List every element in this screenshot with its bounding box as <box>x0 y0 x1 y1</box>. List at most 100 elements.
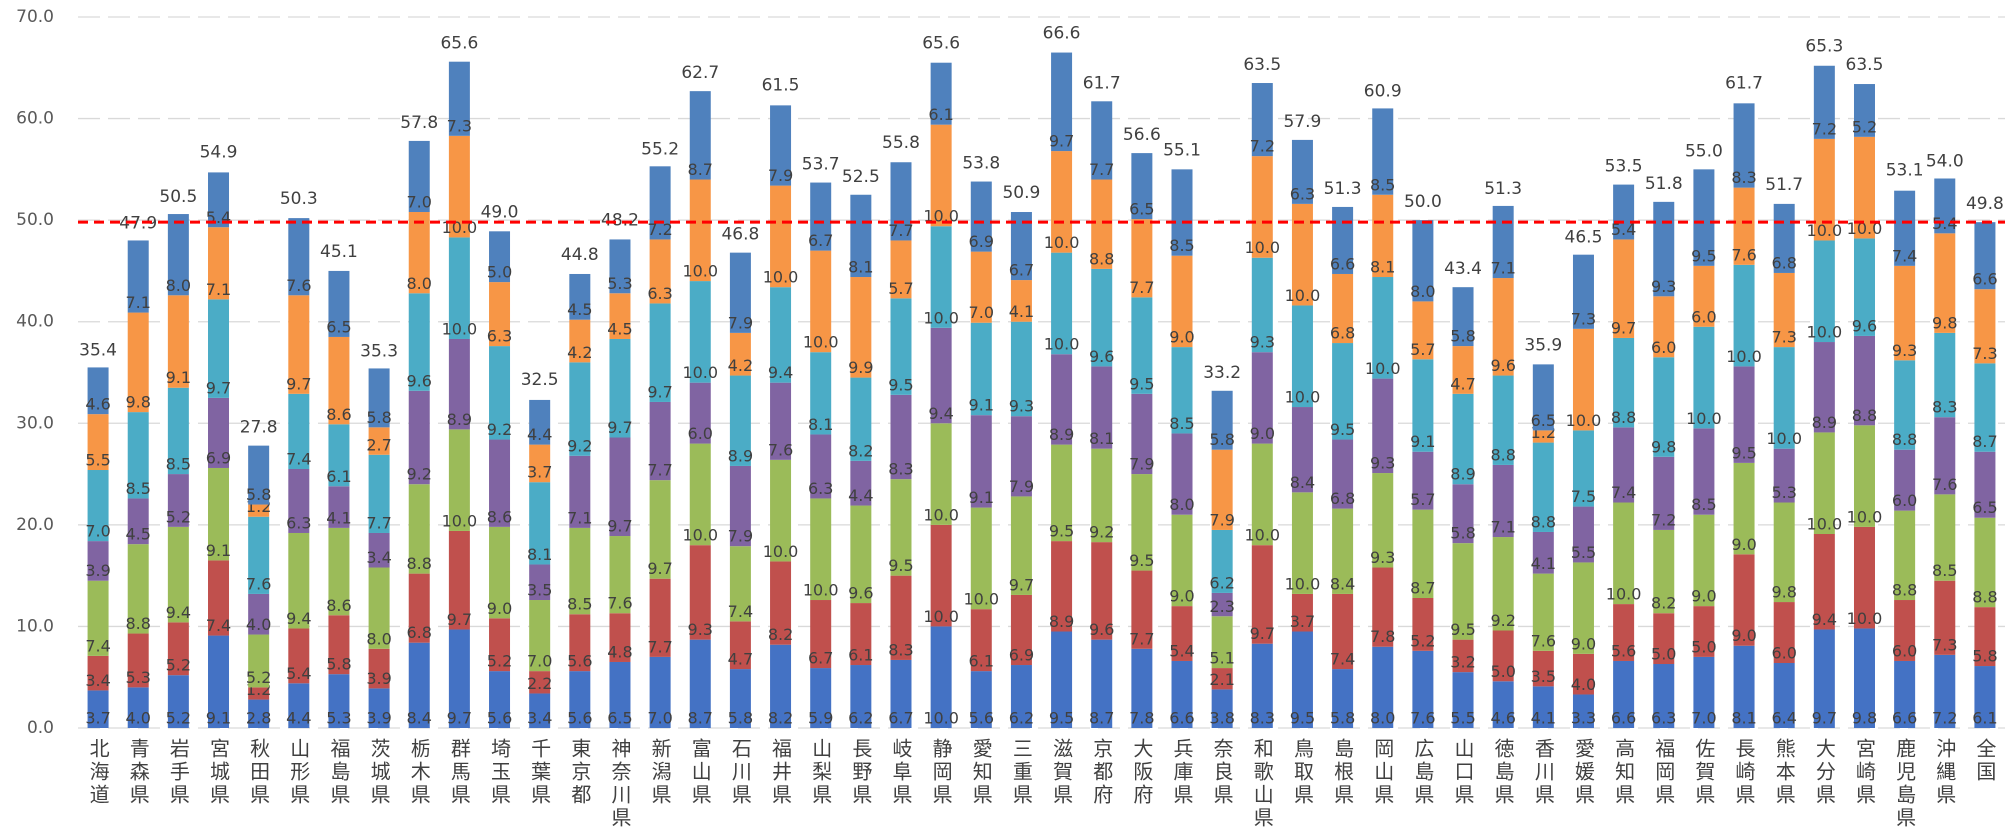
segment-label: 6.0 <box>1691 307 1716 326</box>
bar-segment <box>127 240 149 313</box>
bar-segment <box>1051 444 1073 542</box>
segment-label: 9.3 <box>1892 341 1917 360</box>
segment-label: 9.5 <box>888 556 913 575</box>
segment-label: 4.5 <box>607 319 632 338</box>
bar-segment <box>1452 287 1474 347</box>
bar-segment <box>288 468 310 533</box>
bar-segment <box>408 642 430 728</box>
segment-label: 6.2 <box>1209 573 1234 592</box>
segment-label: 6.3 <box>808 479 833 498</box>
bar-segment <box>1813 240 1835 343</box>
bar-segment <box>569 273 591 320</box>
bar-segment <box>689 443 711 546</box>
y-tick-label: 20.0 <box>16 515 54 535</box>
bar-segment <box>729 332 751 376</box>
bar-segment <box>1091 179 1113 269</box>
segment-label: 10.0 <box>763 268 799 287</box>
bar-segment <box>1853 136 1875 239</box>
segment-label: 9.6 <box>407 371 432 390</box>
bar-segment <box>489 346 511 440</box>
bar-segment <box>1693 265 1715 327</box>
segment-label: 9.8 <box>125 393 150 412</box>
segment-label: 7.0 <box>527 652 552 671</box>
bar-segment <box>1853 526 1875 629</box>
segment-label: 8.6 <box>487 507 512 526</box>
segment-label: 10.0 <box>1606 585 1642 604</box>
segment-label: 9.0 <box>1250 424 1275 443</box>
segment-label: 5.0 <box>487 263 512 282</box>
bar-segment <box>1291 203 1313 306</box>
bar-segment <box>1010 280 1032 322</box>
bar-segment <box>1813 629 1835 728</box>
segment-label: 7.3 <box>447 116 472 135</box>
bar-segment <box>569 319 591 363</box>
bar-segment <box>1492 278 1514 376</box>
segment-label: 7.9 <box>728 313 753 332</box>
x-tick-label: 広島県 <box>1411 738 1435 807</box>
bar-segment <box>970 322 992 416</box>
segment-label: 7.7 <box>647 461 672 480</box>
bar-segment <box>167 474 189 527</box>
bar-segment <box>1452 484 1474 544</box>
bar-segment <box>970 609 992 672</box>
x-tick-label: 沖縄県 <box>1933 738 1957 807</box>
bar-segment <box>1412 650 1434 728</box>
bar-segment <box>1131 648 1153 728</box>
bar-segment <box>970 671 992 728</box>
total-label: 53.7 <box>802 155 840 175</box>
x-tick-label: 熊本県 <box>1772 738 1796 807</box>
bar-segment <box>1572 506 1594 563</box>
total-label: 43.4 <box>1444 259 1482 279</box>
bar-segment <box>1613 184 1635 240</box>
segment-label: 7.2 <box>1250 137 1275 156</box>
segment-label: 6.6 <box>1972 270 1997 289</box>
bar-segment <box>770 644 792 728</box>
segment-label: 6.3 <box>1290 184 1315 203</box>
bar-segment <box>1733 645 1755 728</box>
total-label: 47.9 <box>119 213 157 233</box>
total-label: 54.0 <box>1926 152 1964 172</box>
bar-segment <box>1211 668 1233 690</box>
bar-segment <box>1653 613 1675 665</box>
bar-segment <box>1653 529 1675 614</box>
segment-label: 7.6 <box>286 276 311 295</box>
segment-label: 9.7 <box>647 382 672 401</box>
segment-label: 5.8 <box>366 408 391 427</box>
segment-label: 8.9 <box>447 410 472 429</box>
bar-segment <box>1051 151 1073 253</box>
segment-label: 5.8 <box>1972 647 1997 666</box>
segment-label: 6.0 <box>688 424 713 443</box>
bar-segment <box>1372 277 1394 379</box>
segment-label: 9.5 <box>1290 709 1315 728</box>
segment-label: 5.2 <box>246 668 271 687</box>
segment-label: 10.0 <box>442 319 478 338</box>
bar-segment <box>1693 326 1715 429</box>
segment-label: 5.4 <box>1932 214 1957 233</box>
bar-segment <box>1010 496 1032 595</box>
segment-label: 5.4 <box>1169 641 1194 660</box>
segment-label: 7.2 <box>647 220 672 239</box>
bar-segment <box>1171 169 1193 256</box>
bar-segment <box>1332 593 1354 670</box>
segment-label: 8.4 <box>407 709 432 728</box>
bar-segment <box>970 181 992 252</box>
segment-label: 6.6 <box>1611 709 1636 728</box>
segment-label: 5.6 <box>1611 641 1636 660</box>
bar-segment <box>1452 543 1474 640</box>
bar-segment <box>1332 439 1354 509</box>
segment-label: 6.8 <box>1771 253 1796 272</box>
segment-label: 8.1 <box>1089 429 1114 448</box>
bar-segment <box>408 484 430 574</box>
bar-segment <box>1211 616 1233 669</box>
bar-segment <box>850 603 872 666</box>
segment-label: 3.3 <box>1571 709 1596 728</box>
x-tick-label: 愛媛県 <box>1571 738 1595 807</box>
segment-label: 10.0 <box>1686 409 1722 428</box>
bar-segment <box>1693 169 1715 266</box>
segment-label: 5.5 <box>1571 543 1596 562</box>
segment-label: 9.3 <box>688 620 713 639</box>
bar-segment <box>1091 268 1113 367</box>
bar-segment <box>489 282 511 347</box>
segment-label: 9.5 <box>1049 709 1074 728</box>
segment-label: 9.6 <box>1490 356 1515 375</box>
